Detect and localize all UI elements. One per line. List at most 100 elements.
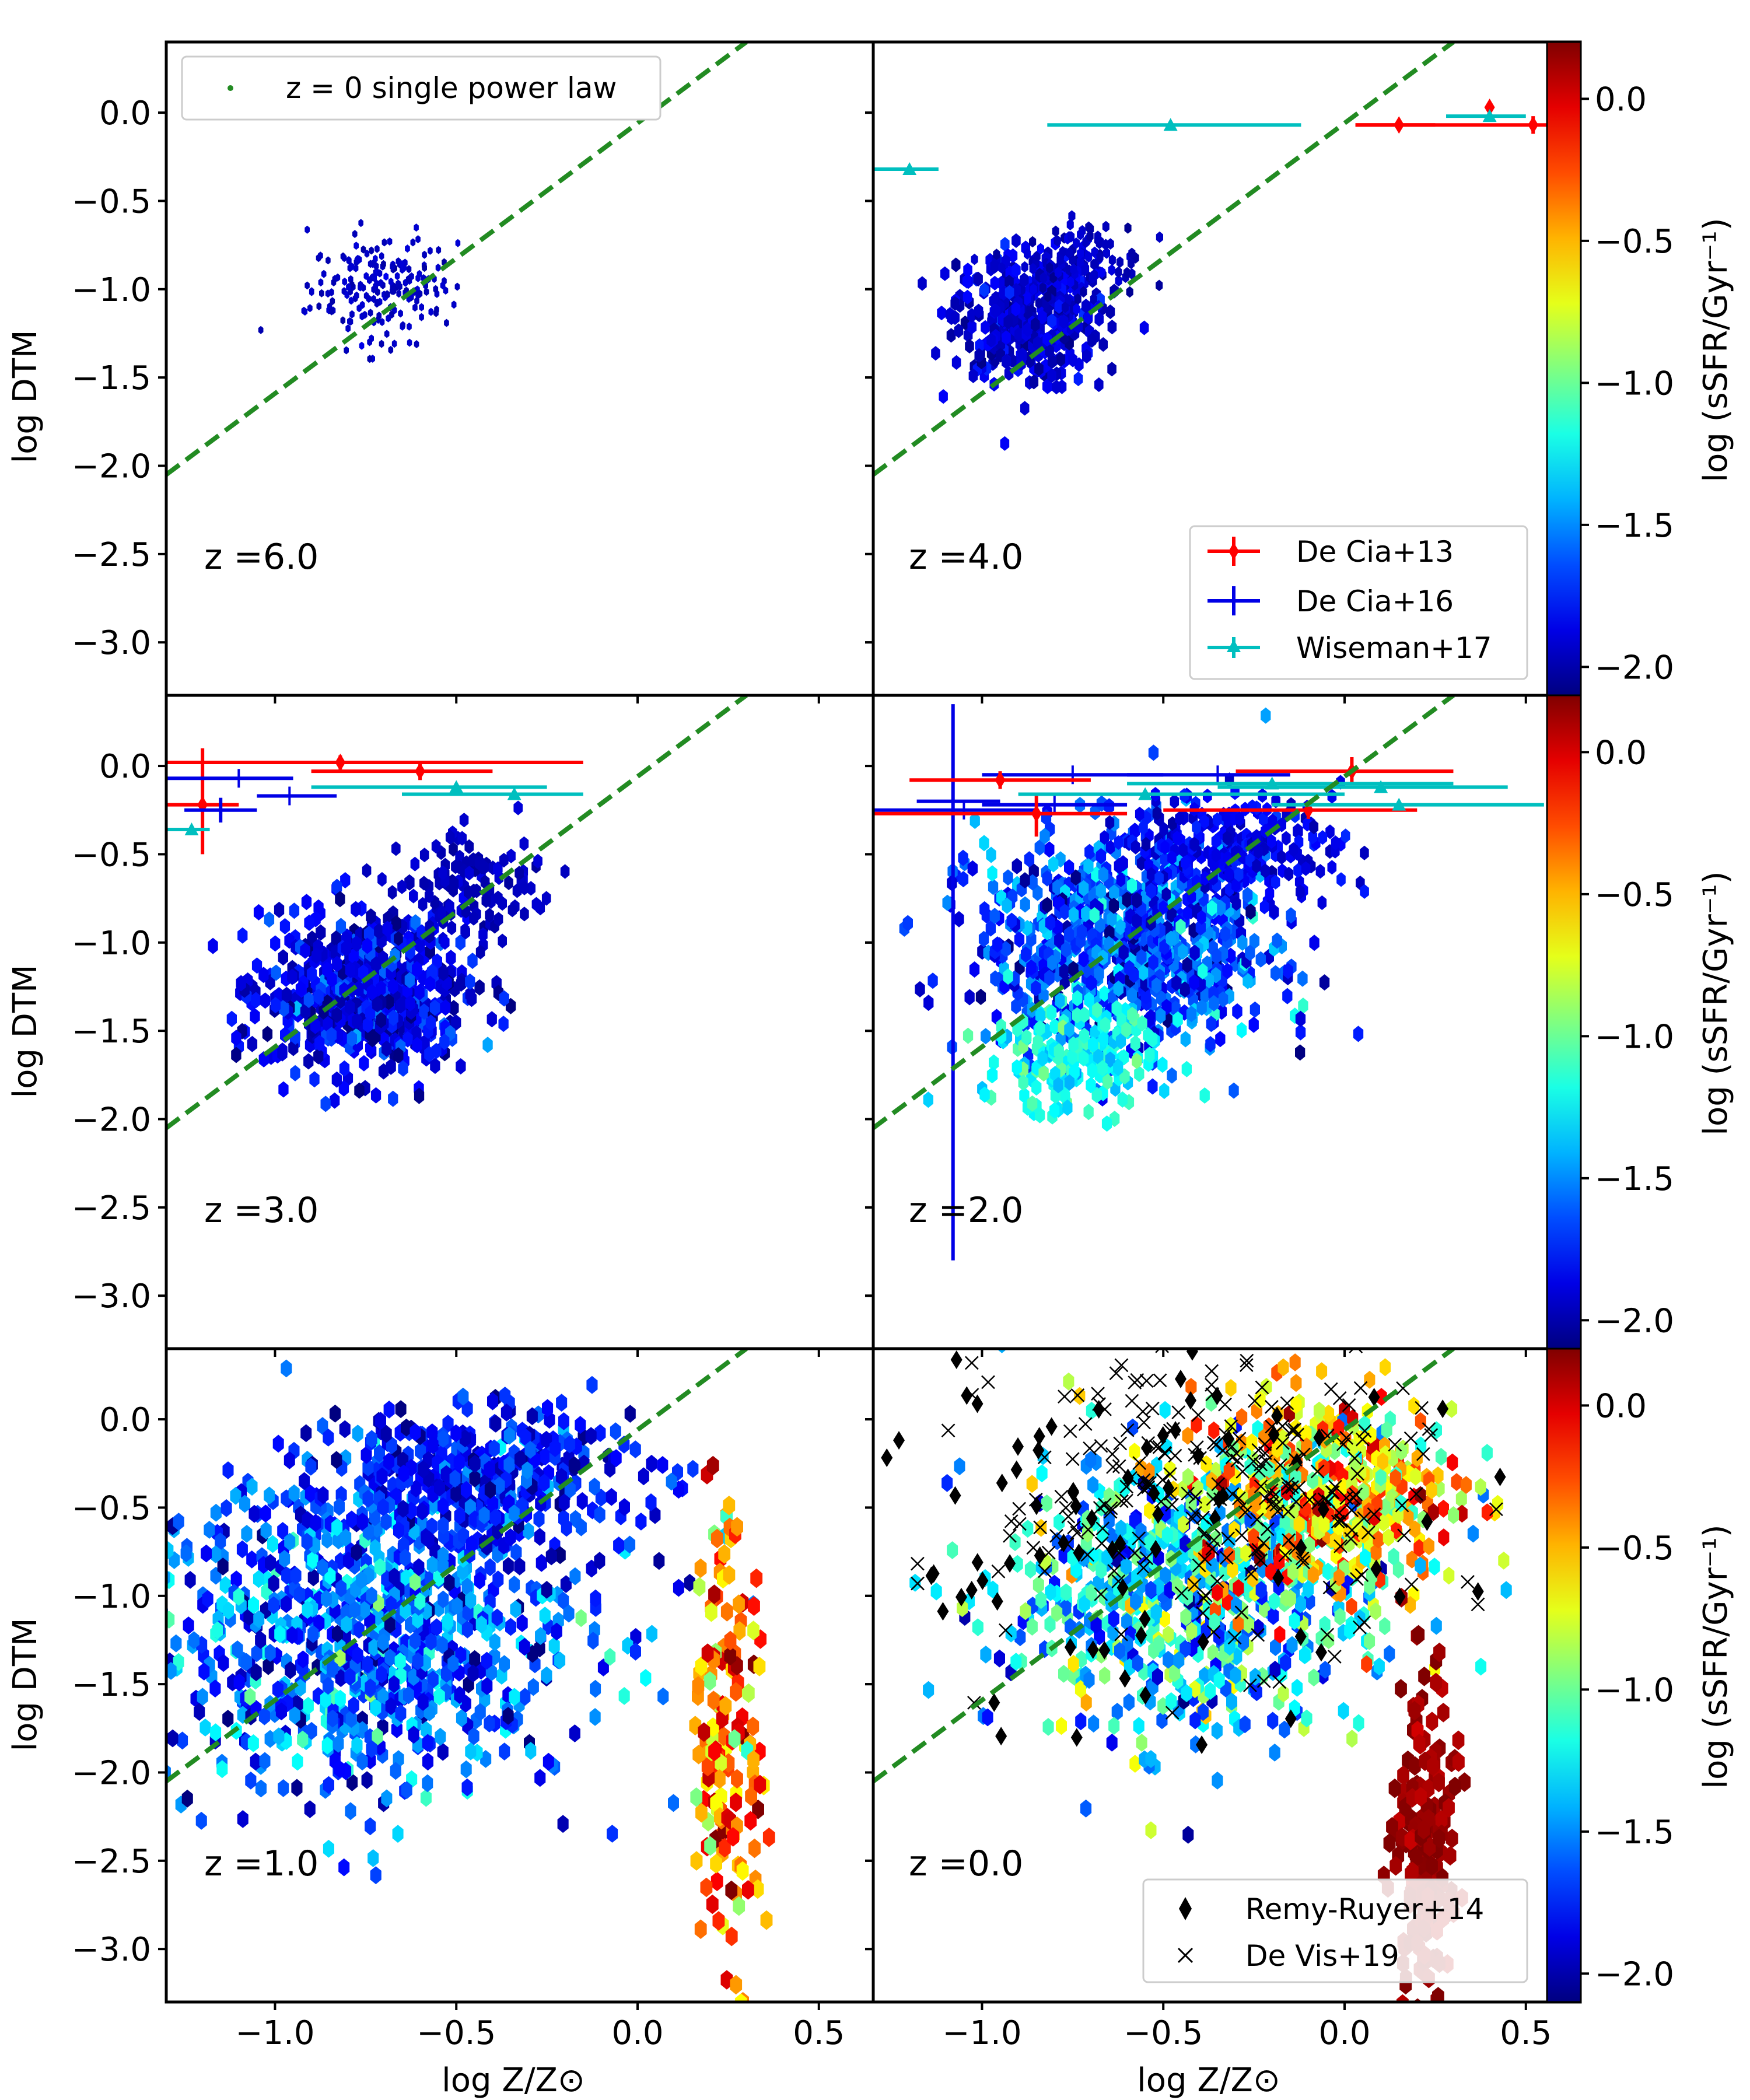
density-hex bbox=[236, 1540, 248, 1559]
density-hex bbox=[370, 1087, 382, 1104]
density-hex bbox=[1019, 272, 1029, 288]
density-hex bbox=[1031, 980, 1041, 997]
density-hex bbox=[326, 1027, 337, 1044]
density-hex bbox=[1152, 806, 1162, 821]
density-hex bbox=[1327, 789, 1337, 804]
density-hex bbox=[1338, 1702, 1349, 1720]
density-hex bbox=[310, 1017, 321, 1034]
density-hex bbox=[331, 1518, 343, 1536]
density-hex bbox=[416, 1502, 428, 1521]
density-hex bbox=[1038, 987, 1049, 1004]
density-hex bbox=[1118, 944, 1129, 961]
density-hex bbox=[422, 1734, 433, 1752]
wiseman17-point bbox=[1374, 780, 1388, 793]
density-hex bbox=[424, 288, 429, 296]
density-hex bbox=[270, 935, 281, 952]
density-hex bbox=[1068, 231, 1075, 243]
density-hex bbox=[1045, 1583, 1056, 1601]
density-hex bbox=[747, 1716, 760, 1737]
density-hex bbox=[510, 1543, 522, 1562]
density-hex bbox=[414, 1087, 425, 1104]
density-hex bbox=[209, 1679, 221, 1698]
density-hex bbox=[316, 302, 322, 310]
density-hex bbox=[1038, 310, 1047, 325]
density-hex bbox=[1282, 988, 1293, 1005]
density-hex bbox=[314, 1035, 325, 1052]
density-hex bbox=[1127, 1418, 1139, 1437]
density-hex bbox=[1066, 247, 1073, 259]
density-hex bbox=[704, 1836, 716, 1856]
density-hex bbox=[258, 326, 264, 334]
density-hex bbox=[513, 800, 523, 816]
density-hex bbox=[1127, 987, 1138, 1004]
density-hex bbox=[405, 275, 411, 284]
density-hex bbox=[1261, 863, 1270, 878]
density-hex bbox=[346, 1510, 358, 1529]
density-hex bbox=[1272, 932, 1282, 949]
density-hex bbox=[1106, 1734, 1118, 1752]
density-hex bbox=[366, 1740, 377, 1758]
density-hex bbox=[419, 313, 424, 321]
density-hex bbox=[1032, 1034, 1043, 1051]
density-hex bbox=[520, 880, 529, 895]
density-hex bbox=[684, 1574, 695, 1592]
density-hex bbox=[415, 274, 421, 282]
density-hex bbox=[352, 1424, 363, 1443]
density-hex bbox=[1121, 1021, 1132, 1038]
density-hex bbox=[334, 1649, 346, 1667]
density-hex bbox=[1054, 235, 1061, 247]
density-hex bbox=[142, 1643, 153, 1661]
density-hex bbox=[1084, 992, 1094, 1009]
density-hex bbox=[1027, 874, 1038, 891]
density-hex bbox=[1054, 932, 1065, 949]
density-hex bbox=[1023, 322, 1032, 337]
density-hex bbox=[465, 1742, 477, 1760]
density-hex bbox=[541, 891, 551, 906]
density-hex bbox=[1147, 1078, 1158, 1095]
density-hex bbox=[1114, 835, 1124, 850]
density-hex bbox=[1080, 286, 1087, 298]
density-hex bbox=[541, 1666, 552, 1685]
density-hex bbox=[498, 933, 507, 949]
density-hex bbox=[237, 1810, 249, 1828]
density-hex bbox=[1146, 883, 1157, 900]
density-hex bbox=[1091, 1087, 1102, 1104]
density-hex bbox=[514, 866, 524, 881]
density-hex bbox=[1295, 1024, 1306, 1041]
density-hex bbox=[494, 912, 503, 927]
density-hex bbox=[1087, 1036, 1098, 1053]
density-hex bbox=[388, 345, 394, 354]
density-hex bbox=[1040, 828, 1050, 845]
density-hex bbox=[590, 1589, 601, 1608]
density-hex bbox=[534, 1639, 545, 1658]
density-hex bbox=[1209, 995, 1219, 1012]
density-hex bbox=[335, 891, 345, 908]
power-law-line bbox=[873, 42, 1455, 477]
density-hex bbox=[438, 1430, 449, 1448]
density-hex bbox=[241, 1653, 253, 1671]
density-hex bbox=[301, 1532, 313, 1551]
density-hex bbox=[946, 328, 956, 343]
density-hex bbox=[447, 1654, 459, 1673]
density-hex bbox=[516, 1614, 528, 1632]
density-hex bbox=[198, 1662, 210, 1681]
density-hex bbox=[629, 1440, 641, 1458]
density-hex bbox=[1054, 1513, 1065, 1531]
density-hex bbox=[1072, 990, 1083, 1007]
density-hex bbox=[1105, 840, 1115, 855]
density-hex bbox=[990, 970, 1000, 987]
density-hex bbox=[449, 1000, 459, 1017]
density-hex bbox=[456, 1058, 466, 1074]
density-hex bbox=[1074, 1680, 1086, 1698]
density-hex bbox=[1052, 379, 1061, 395]
density-hex bbox=[499, 1742, 510, 1760]
density-hex bbox=[481, 1677, 493, 1695]
density-hex bbox=[638, 1467, 649, 1486]
density-hex bbox=[313, 1048, 324, 1065]
density-hex bbox=[459, 1429, 471, 1448]
density-hex bbox=[1318, 830, 1328, 845]
density-hex bbox=[1049, 1018, 1060, 1035]
density-hex bbox=[1320, 1661, 1331, 1679]
density-hex bbox=[1268, 813, 1278, 828]
density-hex bbox=[431, 839, 441, 854]
